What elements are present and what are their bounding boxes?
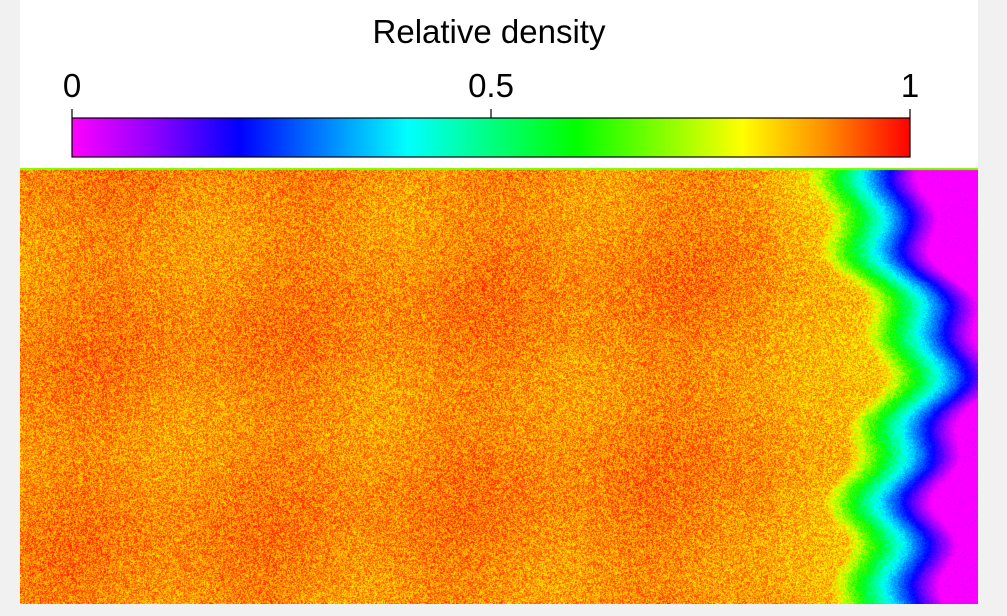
density-heatmap [20,168,978,604]
colorbar-ticks: 0 0.5 1 [63,67,919,118]
colorbar-label: Relative density [373,13,606,50]
density-figure: Relative density 0 0.5 1 [20,0,978,604]
colorbar-tick-label-1: 0.5 [468,67,514,104]
colorbar-tick-label-0: 0 [63,67,81,104]
colorbar-gradient [71,117,911,158]
colorbar: Relative density 0 0.5 1 [63,13,919,158]
colorbar-tick-label-2: 1 [901,67,919,104]
